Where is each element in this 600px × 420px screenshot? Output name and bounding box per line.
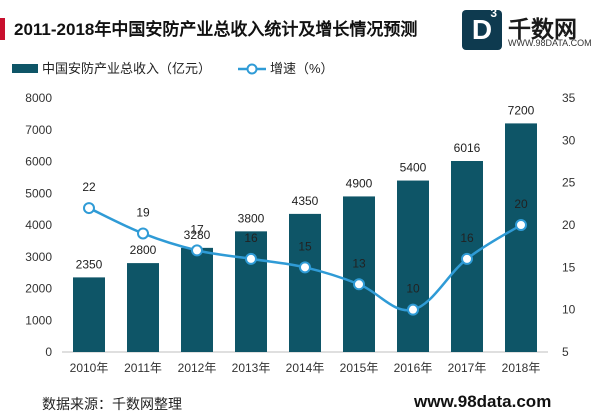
bar bbox=[397, 180, 429, 352]
growth-point bbox=[353, 278, 365, 291]
x-tick-label: 2013年 bbox=[232, 361, 271, 375]
growth-value-label: 13 bbox=[352, 256, 366, 270]
y-left-tick-label: 7000 bbox=[25, 123, 52, 137]
y-left-tick-label: 0 bbox=[45, 345, 52, 359]
growth-point bbox=[83, 202, 95, 215]
bar bbox=[343, 196, 375, 352]
bar bbox=[127, 263, 159, 352]
y-right-tick-label: 20 bbox=[562, 218, 576, 232]
x-tick-label: 2017年 bbox=[448, 361, 487, 375]
legend-line-label: 增速（%） bbox=[270, 61, 334, 76]
logo-mark-letter: D bbox=[471, 14, 493, 45]
x-tick-label: 2012年 bbox=[178, 361, 217, 375]
logo-url: WWW.98DATA.COM bbox=[508, 38, 592, 48]
y-right-tick-label: 30 bbox=[562, 133, 576, 147]
bar-value-label: 5400 bbox=[400, 161, 427, 175]
growth-point bbox=[515, 219, 527, 231]
bar-value-label: 6016 bbox=[454, 141, 481, 155]
website-url: www.98data.com bbox=[414, 392, 552, 411]
chart-title: 2011-2018年中国安防产业总收入统计及增长情况预测 bbox=[14, 20, 418, 39]
x-tick-label: 2010年 bbox=[70, 361, 109, 375]
bar bbox=[289, 213, 321, 352]
bar bbox=[181, 247, 213, 352]
growth-point bbox=[299, 261, 311, 274]
growth-value-label: 22 bbox=[82, 180, 96, 194]
growth-point bbox=[191, 244, 203, 257]
y-left-tick-label: 6000 bbox=[25, 155, 52, 169]
x-tick-label: 2014年 bbox=[286, 361, 325, 375]
title-accent-bar bbox=[0, 18, 5, 40]
growth-value-label: 16 bbox=[460, 231, 474, 245]
bar bbox=[73, 277, 105, 352]
y-left-tick-label: 1000 bbox=[25, 313, 52, 327]
y-left-tick-label: 2000 bbox=[25, 282, 52, 296]
y-right-tick-label: 10 bbox=[562, 303, 576, 317]
bar-value-label: 3800 bbox=[238, 211, 265, 225]
x-tick-label: 2015年 bbox=[340, 361, 379, 375]
legend-bar-swatch bbox=[12, 64, 38, 73]
growth-point bbox=[407, 303, 419, 316]
bar-value-label: 2350 bbox=[76, 257, 103, 271]
growth-point bbox=[245, 252, 257, 265]
x-tick-label: 2016年 bbox=[394, 361, 433, 375]
bar-value-label: 3280 bbox=[184, 228, 211, 242]
y-left-tick-label: 5000 bbox=[25, 186, 52, 200]
y-left-tick-label: 8000 bbox=[25, 91, 52, 105]
bar bbox=[235, 231, 267, 352]
y-right-tick-label: 35 bbox=[562, 91, 576, 105]
bar-value-label: 2800 bbox=[130, 243, 157, 257]
growth-point bbox=[137, 227, 149, 240]
logo-mark-sup: 3 bbox=[490, 6, 497, 20]
bar-value-label: 4900 bbox=[346, 176, 373, 190]
y-right-tick-label: 25 bbox=[562, 176, 576, 190]
logo-name: 千数网 bbox=[508, 16, 577, 42]
bar bbox=[505, 123, 537, 353]
growth-value-label: 20 bbox=[514, 197, 528, 211]
y-right-tick-label: 15 bbox=[562, 260, 576, 274]
growth-value-label: 10 bbox=[406, 282, 420, 296]
growth-value-label: 17 bbox=[190, 222, 204, 236]
growth-value-label: 16 bbox=[244, 231, 258, 245]
bar-value-label: 7200 bbox=[508, 103, 535, 117]
growth-value-label: 15 bbox=[298, 239, 312, 253]
y-left-tick-label: 4000 bbox=[25, 218, 52, 232]
growth-value-label: 19 bbox=[136, 205, 150, 219]
legend-bar-label: 中国安防产业总收入（亿元） bbox=[42, 61, 211, 76]
bar-value-label: 4350 bbox=[292, 194, 319, 208]
growth-point bbox=[461, 252, 473, 265]
y-left-tick-label: 3000 bbox=[25, 250, 52, 264]
source-note: 数据来源：千数网整理 bbox=[42, 396, 182, 412]
x-tick-label: 2011年 bbox=[124, 361, 162, 375]
legend-line-marker bbox=[246, 63, 258, 75]
x-tick-label: 2018年 bbox=[502, 361, 541, 375]
y-right-tick-label: 5 bbox=[562, 345, 569, 359]
